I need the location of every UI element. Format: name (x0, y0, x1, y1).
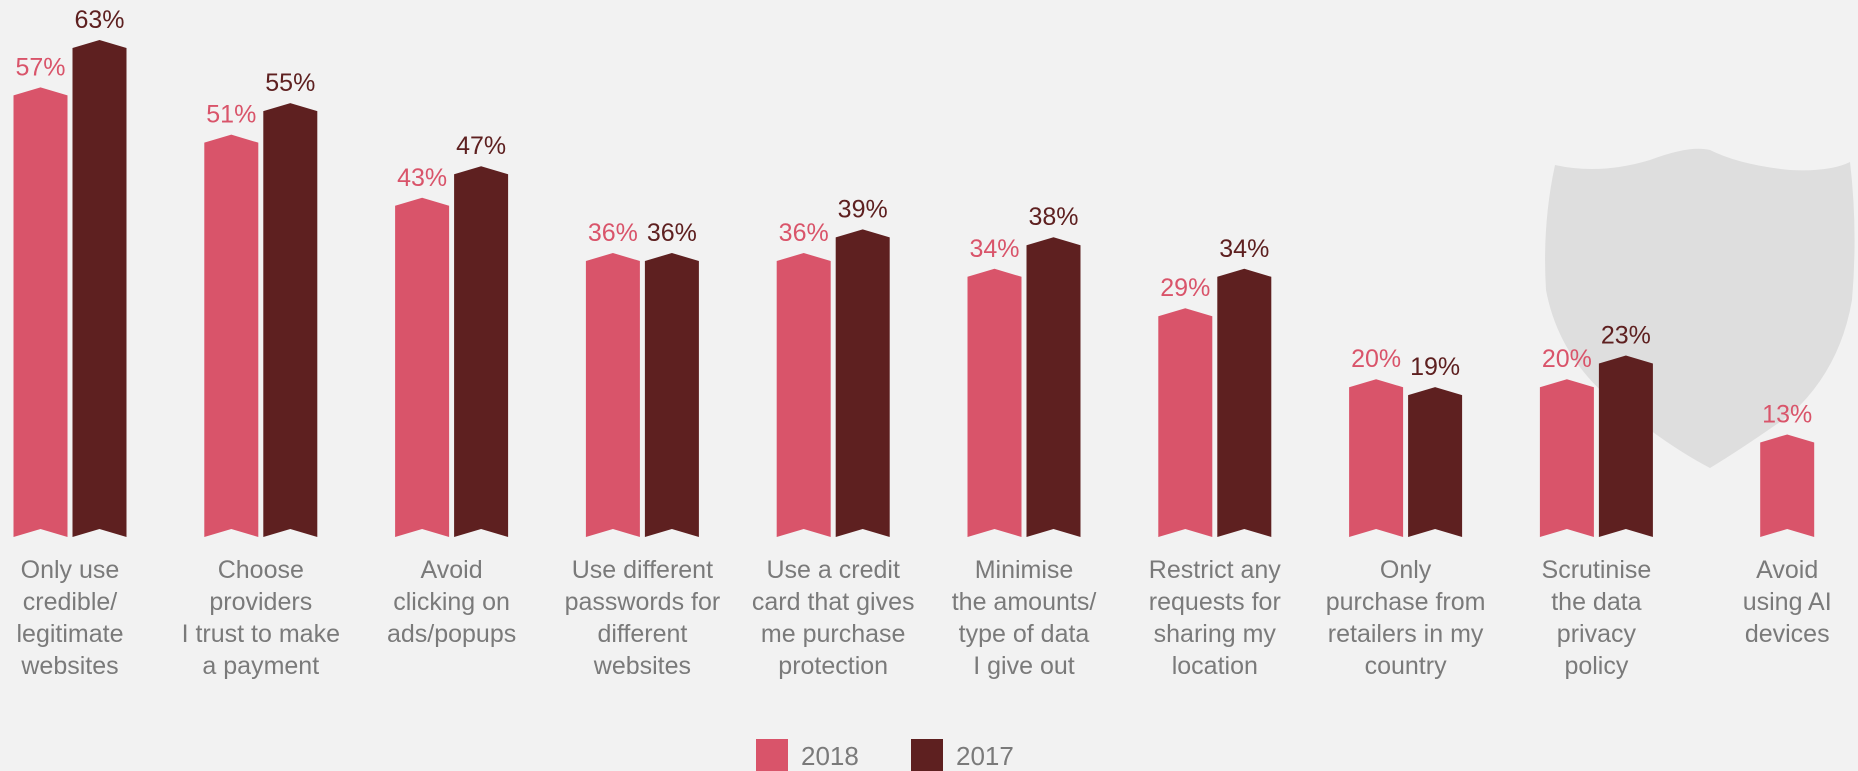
bar-2018 (967, 268, 1022, 537)
bar-2017 (1026, 237, 1081, 537)
value-label-2017: 23% (1601, 322, 1651, 350)
labels-layer: 57% 63% Only use credible/legitimate website… (15, 6, 1831, 680)
category-label-line: purchase from (1326, 588, 1486, 616)
value-label-2017: 19% (1410, 353, 1460, 381)
category-label-line: policy (1564, 652, 1628, 680)
bar-2018 (1158, 308, 1213, 537)
bar-2018 (1760, 434, 1815, 537)
bar-2017 (263, 103, 318, 537)
value-label-2017: 36% (647, 219, 697, 247)
value-label-2017: 63% (74, 6, 124, 34)
value-label-2017: 39% (838, 195, 888, 223)
category-label-line: the data (1551, 588, 1641, 616)
value-label-2018: 51% (206, 101, 256, 129)
bars-layer (13, 40, 1815, 538)
category-label-line: country (1365, 652, 1447, 680)
bar-2018 (204, 134, 259, 537)
category-label-line: Minimise (975, 556, 1074, 584)
category-label-line: privacy (1557, 620, 1637, 648)
category-label-line: ads/popups (387, 620, 516, 648)
category-label-line: providers (209, 588, 312, 616)
value-label-2018: 20% (1542, 345, 1592, 373)
legend-swatch-2017 (911, 739, 943, 771)
category-label-line: websites (20, 652, 118, 680)
category-label: Use different passwords for different websi… (565, 556, 721, 680)
category-label: Minimise the amounts/type of data I give o… (952, 556, 1097, 680)
category-label-line: Use different (572, 556, 713, 584)
value-label-2017: 34% (1219, 235, 1269, 263)
value-label-2018: 29% (1160, 274, 1210, 302)
value-label-2018: 57% (15, 53, 65, 81)
bar-2018 (776, 253, 831, 537)
legend-swatch-2018 (756, 739, 788, 771)
category-label-line: passwords for (565, 588, 721, 616)
category-label-line: sharing my (1154, 620, 1277, 648)
bar-2017 (72, 40, 127, 537)
category-label-line: requests for (1149, 588, 1281, 616)
category-label-line: a payment (202, 652, 319, 680)
category-label-line: Avoid (1756, 556, 1818, 584)
bar-2018 (585, 253, 640, 537)
value-label-2018: 36% (588, 219, 638, 247)
value-label-2018: 34% (969, 235, 1019, 263)
category-label-line: Scrutinise (1542, 556, 1652, 584)
category-label: Avoid using AI devices (1743, 556, 1832, 648)
category-label-line: devices (1745, 620, 1830, 648)
category-label: Only purchase from retailers in my country (1326, 556, 1486, 680)
category-label-line: Avoid (421, 556, 483, 584)
bar-2018 (1349, 379, 1404, 537)
category-label-line: I trust to make (182, 620, 340, 648)
category-label-line: clicking on (393, 588, 510, 616)
category-label-line: using AI (1743, 588, 1832, 616)
category-label: Use a credit card that gives me purchase pr… (752, 556, 915, 680)
legend-label-2018: 2018 (801, 741, 859, 771)
value-label-2018: 20% (1351, 345, 1401, 373)
category-label-line: location (1172, 652, 1258, 680)
category-label-line: the amounts/ (952, 588, 1097, 616)
category-label: Restrict any requests for sharing my locati… (1149, 556, 1281, 680)
bar-2018 (1539, 379, 1594, 537)
category-label: Scrutinise the data privacy policy (1542, 556, 1652, 680)
value-label-2017: 47% (456, 132, 506, 160)
value-label-2017: 38% (1028, 203, 1078, 231)
value-label-2018: 36% (779, 219, 829, 247)
value-label-2018: 13% (1762, 400, 1812, 428)
category-label-line: retailers in my (1328, 620, 1484, 648)
category-label-line: Choose (218, 556, 304, 584)
category-label-line: card that gives (752, 588, 915, 616)
bar-2017 (835, 229, 890, 538)
bar-2017 (644, 253, 699, 537)
legend: 2018 2017 (756, 739, 1014, 771)
category-label-line: Restrict any (1149, 556, 1281, 584)
category-label-line: protection (778, 652, 888, 680)
category-label-line: I give out (973, 652, 1075, 680)
category-label-line: Only (1380, 556, 1432, 584)
category-label-line: me purchase (761, 620, 906, 648)
bar-2018 (13, 87, 68, 537)
value-label-2017: 55% (265, 69, 315, 97)
category-label-line: Use a credit (767, 556, 900, 584)
bar-2017 (1217, 268, 1272, 537)
bar-2017 (1408, 387, 1463, 537)
category-label-line: legitimate (17, 620, 124, 648)
category-label: Avoid clicking on ads/popups (387, 556, 516, 648)
category-label-line: credible/ (23, 588, 118, 616)
category-label-line: different (597, 620, 687, 648)
category-label: Only use credible/legitimate websites (17, 556, 124, 680)
category-label-line: websites (593, 652, 691, 680)
bar-2017 (454, 166, 509, 537)
category-label-line: type of data (959, 620, 1090, 648)
category-label: Choose providers I trust to make a payment (182, 556, 340, 680)
bar-2018 (395, 197, 450, 537)
category-label-line: Only use (21, 556, 120, 584)
value-label-2018: 43% (397, 164, 447, 192)
bar-2017 (1598, 355, 1653, 537)
legend-label-2017: 2017 (956, 741, 1014, 771)
